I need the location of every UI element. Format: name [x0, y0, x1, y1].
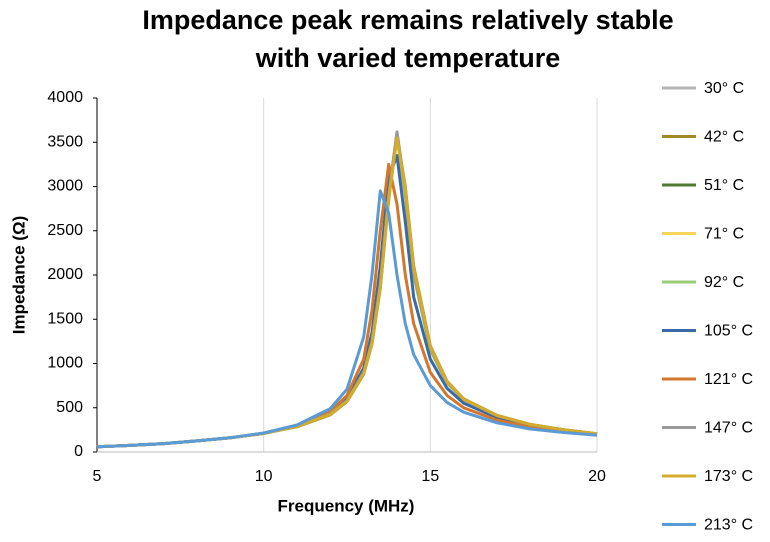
x-tick-label: 10 — [255, 468, 273, 485]
x-tick-label: 20 — [588, 468, 606, 485]
x-tick-label: 15 — [421, 468, 439, 485]
y-tick-label: 1500 — [47, 310, 83, 327]
series-line — [96, 162, 598, 449]
legend-label: 42° C — [704, 129, 744, 146]
series-line — [96, 189, 598, 449]
y-tick-label: 500 — [56, 399, 83, 416]
legend-label: 213° C — [704, 517, 753, 534]
chart-title: with varied temperature — [255, 43, 561, 73]
y-tick-label: 2000 — [47, 266, 83, 283]
legend-label: 71° C — [704, 226, 744, 243]
chart-title: Impedance peak remains relatively stable — [142, 5, 673, 35]
y-tick-label: 4000 — [47, 89, 83, 106]
legend-label: 173° C — [704, 468, 753, 485]
y-tick-label: 2500 — [47, 222, 83, 239]
y-axis-title: Impedance (Ω) — [9, 216, 28, 335]
legend-label: 121° C — [704, 371, 753, 388]
legend-label: 30° C — [704, 80, 744, 97]
legend-label: 147° C — [704, 420, 753, 437]
legend-label: 105° C — [704, 323, 753, 340]
y-tick-label: 0 — [74, 443, 83, 460]
legend-label: 92° C — [704, 274, 744, 291]
y-tick-label: 1000 — [47, 355, 83, 372]
x-axis-title: Frequency (MHz) — [278, 496, 415, 515]
y-tick-label: 3000 — [47, 178, 83, 195]
y-tick-label: 3500 — [47, 133, 83, 150]
series-line — [96, 136, 598, 449]
legend-label: 51° C — [704, 177, 744, 194]
x-tick-label: 5 — [93, 468, 102, 485]
